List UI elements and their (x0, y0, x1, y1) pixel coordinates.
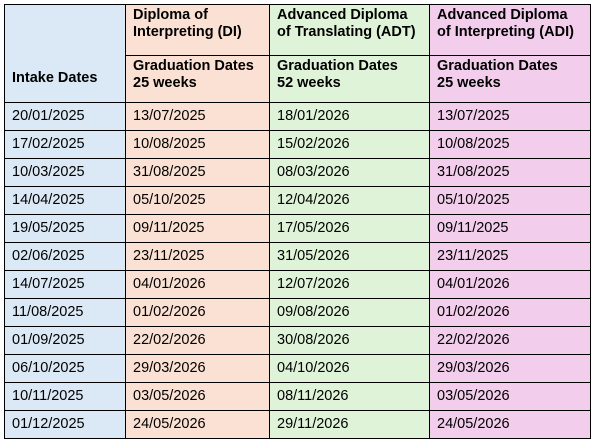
adt-graduation-cell: 09/08/2026 (269, 298, 430, 327)
program-header-row: Diploma of Interpreting (DI) Advanced Di… (4, 4, 591, 56)
di-graduation-cell: 22/02/2026 (125, 326, 270, 355)
adi-graduation-cell: 05/10/2025 (429, 186, 591, 215)
schedule-table-container: Diploma of Interpreting (DI) Advanced Di… (4, 4, 591, 439)
intake-date-cell: 14/07/2025 (4, 270, 126, 299)
di-graduation-cell: 05/10/2025 (125, 186, 270, 215)
program-adi-header: Advanced Diploma of Interpreting (ADI) (429, 4, 591, 56)
adt-graduation-cell: 29/11/2026 (269, 410, 430, 439)
intake-date-cell: 01/09/2025 (4, 326, 126, 355)
di-duration: 25 weeks (133, 75, 197, 91)
table-row: 01/09/2025 22/02/2026 30/08/2026 22/02/2026 (4, 326, 591, 355)
adi-graduation-cell: 13/07/2025 (429, 102, 591, 131)
table-row: 10/11/2025 03/05/2026 08/11/2026 03/05/2026 (4, 382, 591, 411)
graduation-schedule-table: Diploma of Interpreting (DI) Advanced Di… (4, 4, 591, 439)
adt-graduation-header: Graduation Dates 52 weeks (269, 55, 430, 103)
intake-date-cell: 14/04/2025 (4, 186, 126, 215)
di-graduation-cell: 31/08/2025 (125, 158, 270, 187)
adt-graduation-cell: 12/07/2026 (269, 270, 430, 299)
intake-date-cell: 01/12/2025 (4, 410, 126, 439)
table-row: 20/01/2025 13/07/2025 18/01/2026 13/07/2025 (4, 102, 591, 131)
program-di-header: Diploma of Interpreting (DI) (125, 4, 270, 56)
adi-graduation-cell: 10/08/2025 (429, 130, 591, 159)
adt-duration: 52 weeks (277, 75, 341, 91)
adt-graduation-cell: 31/05/2026 (269, 242, 430, 271)
di-graduation-header: Graduation Dates 25 weeks (125, 55, 270, 103)
di-graduation-cell: 23/11/2025 (125, 242, 270, 271)
di-graduation-label: Graduation Dates (133, 58, 254, 74)
table-row: 14/07/2025 04/01/2026 12/07/2026 04/01/2026 (4, 270, 591, 299)
table-row: 10/03/2025 31/08/2025 08/03/2026 31/08/2025 (4, 158, 591, 187)
di-graduation-cell: 29/03/2026 (125, 354, 270, 383)
adi-graduation-cell: 24/05/2026 (429, 410, 591, 439)
intake-date-cell: 06/10/2025 (4, 354, 126, 383)
table-row: 14/04/2025 05/10/2025 12/04/2026 05/10/2025 (4, 186, 591, 215)
table-row: 06/10/2025 29/03/2026 04/10/2026 29/03/2026 (4, 354, 591, 383)
program-adt-header: Advanced Diploma of Translating (ADT) (269, 4, 430, 56)
adt-graduation-cell: 04/10/2026 (269, 354, 430, 383)
subheader-row: Intake Dates Graduation Dates 25 weeks G… (4, 55, 591, 103)
adi-graduation-header: Graduation Dates 25 weeks (429, 55, 591, 103)
adi-duration: 25 weeks (437, 75, 501, 91)
header-empty-cell (4, 4, 126, 56)
adt-graduation-cell: 15/02/2026 (269, 130, 430, 159)
di-graduation-cell: 03/05/2026 (125, 382, 270, 411)
adt-graduation-cell: 30/08/2026 (269, 326, 430, 355)
di-graduation-cell: 10/08/2025 (125, 130, 270, 159)
adi-graduation-cell: 09/11/2025 (429, 214, 591, 243)
adi-graduation-cell: 23/11/2025 (429, 242, 591, 271)
intake-date-cell: 10/11/2025 (4, 382, 126, 411)
intake-date-cell: 19/05/2025 (4, 214, 126, 243)
adt-graduation-cell: 08/11/2026 (269, 382, 430, 411)
adt-graduation-cell: 08/03/2026 (269, 158, 430, 187)
table-row: 17/02/2025 10/08/2025 15/02/2026 10/08/2025 (4, 130, 591, 159)
adi-graduation-cell: 29/03/2026 (429, 354, 591, 383)
table-row: 11/08/2025 01/02/2026 09/08/2026 01/02/2026 (4, 298, 591, 327)
di-graduation-cell: 13/07/2025 (125, 102, 270, 131)
table-row: 19/05/2025 09/11/2025 17/05/2026 09/11/2025 (4, 214, 591, 243)
adi-graduation-cell: 03/05/2026 (429, 382, 591, 411)
adt-graduation-cell: 17/05/2026 (269, 214, 430, 243)
di-graduation-cell: 04/01/2026 (125, 270, 270, 299)
di-graduation-cell: 24/05/2026 (125, 410, 270, 439)
adt-graduation-cell: 12/04/2026 (269, 186, 430, 215)
intake-date-cell: 11/08/2025 (4, 298, 126, 327)
intake-date-cell: 02/06/2025 (4, 242, 126, 271)
adt-graduation-cell: 18/01/2026 (269, 102, 430, 131)
adt-graduation-label: Graduation Dates (277, 58, 398, 74)
di-graduation-cell: 01/02/2026 (125, 298, 270, 327)
adi-graduation-label: Graduation Dates (437, 58, 558, 74)
adi-graduation-cell: 31/08/2025 (429, 158, 591, 187)
intake-date-cell: 10/03/2025 (4, 158, 126, 187)
intake-date-cell: 17/02/2025 (4, 130, 126, 159)
table-row: 02/06/2025 23/11/2025 31/05/2026 23/11/2025 (4, 242, 591, 271)
intake-date-cell: 20/01/2025 (4, 102, 126, 131)
adi-graduation-cell: 22/02/2026 (429, 326, 591, 355)
table-row: 01/12/2025 24/05/2026 29/11/2026 24/05/2026 (4, 410, 591, 439)
intake-dates-header: Intake Dates (4, 55, 126, 103)
di-graduation-cell: 09/11/2025 (125, 214, 270, 243)
adi-graduation-cell: 04/01/2026 (429, 270, 591, 299)
adi-graduation-cell: 01/02/2026 (429, 298, 591, 327)
table-body: Diploma of Interpreting (DI) Advanced Di… (4, 4, 591, 439)
